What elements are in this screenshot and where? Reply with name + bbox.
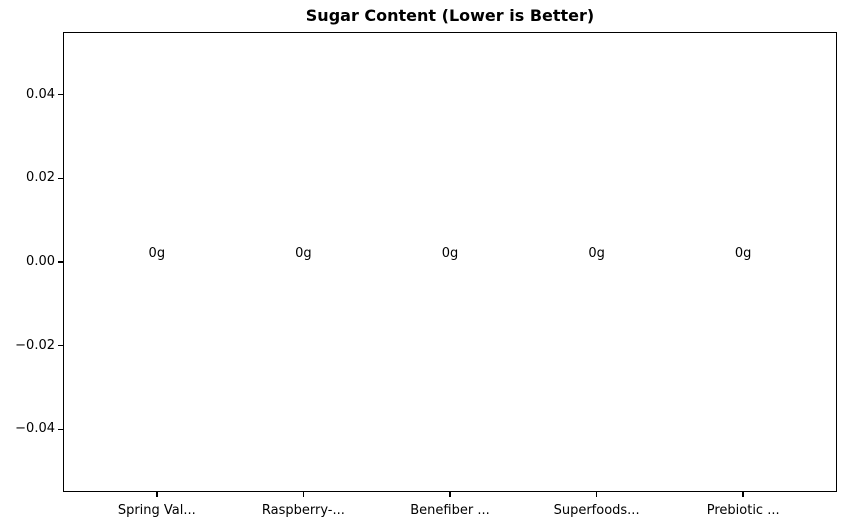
plot-area — [63, 32, 837, 492]
x-tick-label: Superfoods... — [553, 503, 640, 518]
y-tick-label: −0.04 — [15, 421, 55, 437]
x-tick-mark — [156, 492, 158, 497]
x-tick-label: Spring Val... — [117, 503, 196, 518]
bar-label: 0g — [734, 246, 752, 261]
x-tick-label: Raspberry-... — [261, 503, 345, 518]
y-tick-label: −0.02 — [15, 337, 55, 353]
y-tick-label: 0.00 — [26, 254, 55, 269]
x-tick-mark — [302, 492, 305, 497]
x-tick-mark — [742, 492, 744, 497]
bar-label: 0g — [588, 246, 605, 261]
chart-title: Sugar Content (Lower is Better) — [305, 6, 595, 25]
y-tick-mark — [58, 177, 63, 180]
y-tick-mark — [58, 428, 63, 431]
y-tick-label: 0.04 — [26, 86, 55, 102]
bar-label: 0g — [148, 246, 166, 261]
x-tick-mark — [449, 492, 451, 497]
bar-label: 0g — [295, 246, 312, 261]
y-tick-mark — [58, 344, 63, 347]
bar-label: 0g — [441, 246, 459, 261]
x-tick-label: Prebiotic ... — [706, 503, 780, 518]
x-tick-mark — [595, 492, 598, 497]
x-tick-label: Benefiber ... — [410, 503, 490, 518]
y-tick-label: 0.02 — [26, 170, 55, 186]
y-tick-mark — [58, 261, 63, 263]
y-tick-mark — [58, 93, 63, 96]
